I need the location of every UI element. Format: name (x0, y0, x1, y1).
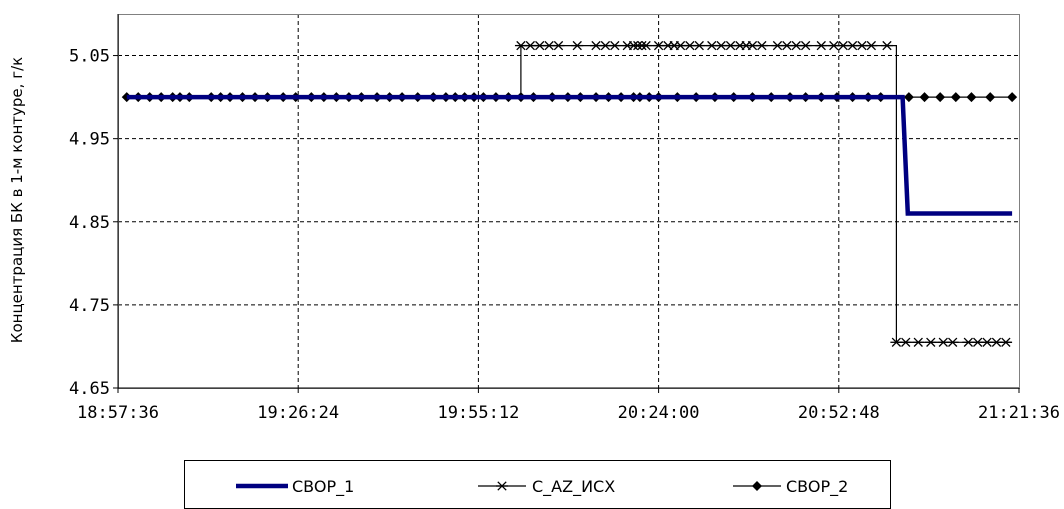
legend-item: CBOP_1 (236, 477, 354, 497)
marker-stroke (882, 40, 892, 51)
marker-stroke (829, 40, 839, 51)
legend: CBOP_1 C_AZ_ИCX CBOP_2 (184, 460, 891, 509)
marker-stroke (707, 40, 717, 51)
legend-marker (752, 481, 762, 491)
marker-stroke (535, 40, 545, 51)
legend-label: CBOP_2 (786, 477, 848, 497)
marker-stroke (553, 40, 564, 51)
x-tick-label: 21:21:36 (978, 403, 1060, 423)
marker-stroke (757, 40, 767, 51)
marker-stroke (838, 40, 848, 51)
marker-stroke (866, 40, 876, 51)
data-point (924, 337, 937, 347)
y-axis-label: Концентрация БК в 1-м контуре, г/к (8, 57, 26, 343)
marker-stroke (516, 40, 526, 51)
data-point (865, 40, 878, 51)
marker-stroke (973, 337, 983, 347)
y-tick-label: 4.85 (69, 213, 110, 233)
marker-stroke (913, 337, 923, 347)
data-point (880, 40, 893, 51)
marker-stroke (982, 337, 992, 347)
marker-stroke (891, 337, 902, 347)
series-c-az-isx (126, 40, 1013, 347)
data-point (985, 92, 996, 103)
marker-stroke (991, 337, 1002, 347)
data-point (571, 40, 584, 51)
marker-stroke (497, 481, 507, 491)
marker-stroke (653, 40, 664, 51)
marker-stroke (772, 40, 783, 51)
x-tick-label: 20:24:00 (618, 403, 700, 423)
data-point (755, 40, 768, 51)
series-layer (121, 40, 1018, 347)
data-point (1007, 92, 1018, 103)
series-cbop-1 (126, 94, 1013, 216)
data-point (966, 92, 977, 103)
marker-stroke (544, 40, 554, 51)
marker-stroke (572, 40, 582, 51)
marker-stroke (685, 40, 695, 51)
marker-stroke (847, 40, 858, 51)
series-line (126, 44, 1013, 343)
y-tick-label: 4.65 (69, 379, 110, 399)
gridlines (118, 14, 1019, 388)
marker-stroke (525, 40, 535, 51)
marker-stroke (938, 337, 948, 347)
axes: 18:57:36 19:26:24 19:55:12 20:24:00 20:52:48… (69, 14, 1060, 423)
marker-stroke (963, 337, 973, 347)
data-point (799, 40, 812, 51)
legend-label: CBOP_1 (292, 477, 354, 497)
legend-box (184, 460, 891, 509)
marker-stroke (791, 40, 801, 51)
marker-stroke (675, 40, 686, 51)
marker-stroke (948, 337, 958, 347)
marker-stroke (857, 40, 867, 51)
marker-stroke (816, 40, 826, 51)
data-point (919, 92, 930, 103)
data-point (693, 40, 706, 51)
data-point (552, 40, 565, 51)
legend-items: CBOP_1 C_AZ_ИCX CBOP_2 (236, 477, 848, 497)
x-tick-label: 18:57:36 (77, 403, 159, 423)
data-point (935, 92, 946, 103)
data-point (608, 40, 621, 51)
marker-stroke (1001, 337, 1011, 347)
legend-item: C_AZ_ИCX (478, 477, 615, 497)
marker-stroke (782, 40, 792, 51)
marker-stroke (610, 40, 620, 51)
marker-stroke (725, 40, 736, 51)
marker-stroke (901, 337, 911, 347)
data-point (899, 337, 912, 347)
data-point (950, 92, 961, 103)
data-point (946, 337, 959, 347)
data-point (121, 92, 132, 103)
marker-stroke (641, 40, 651, 51)
marker-stroke (600, 40, 611, 51)
y-tick-label: 4.95 (69, 130, 110, 150)
marker-stroke (747, 40, 758, 51)
marker-stroke (800, 40, 811, 51)
data-point (640, 40, 653, 51)
data-point (815, 40, 828, 51)
plot-area-border (118, 14, 1020, 389)
series-line (126, 94, 1013, 216)
y-tick-label: 4.75 (69, 296, 110, 316)
x-tick-label: 20:52:48 (798, 403, 880, 423)
marker-stroke (716, 40, 726, 51)
marker-stroke (694, 40, 704, 51)
legend-marker (496, 481, 508, 491)
y-tick-label: 5.05 (69, 47, 110, 67)
data-point (912, 337, 925, 347)
data-point (903, 92, 914, 103)
legend-label: C_AZ_ИCX (532, 477, 615, 497)
marker-stroke (926, 337, 936, 347)
legend-item: CBOP_2 (733, 477, 848, 497)
data-point (999, 337, 1012, 347)
x-tick-label: 19:55:12 (437, 403, 519, 423)
marker-stroke (591, 40, 601, 51)
x-tick-label: 19:26:24 (257, 403, 339, 423)
